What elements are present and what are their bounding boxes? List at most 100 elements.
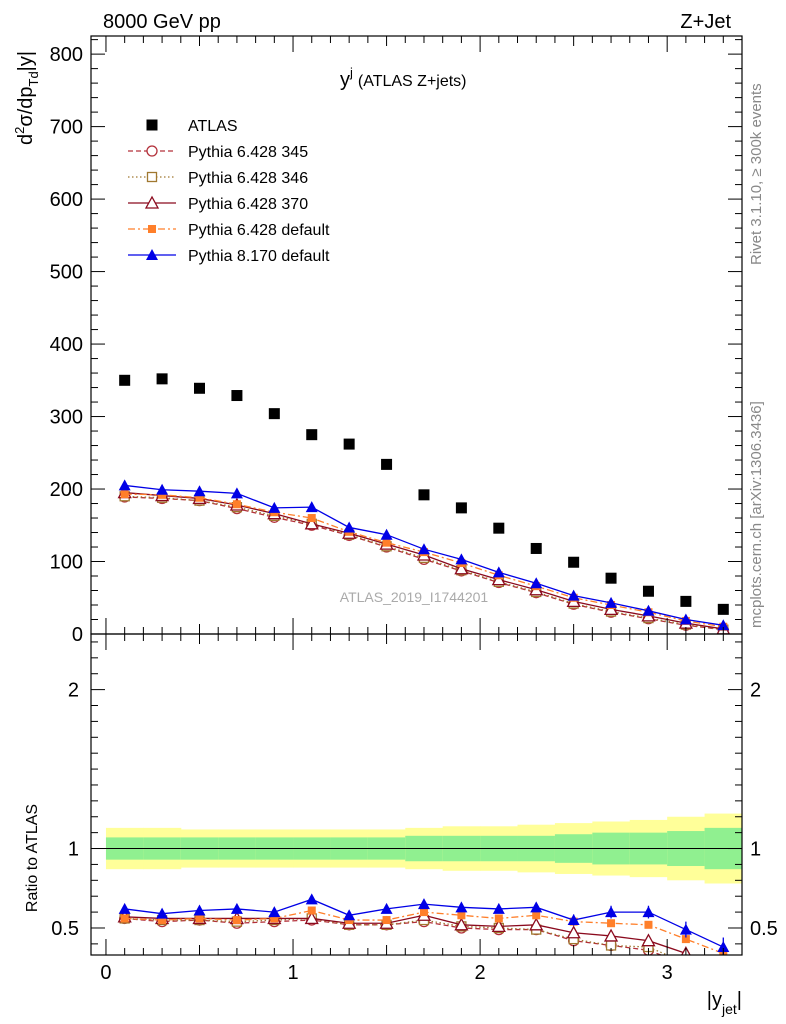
ratio-data-point [232,916,241,925]
ratio-data-point [532,911,541,920]
main-data-point [454,561,469,575]
main-data-point [717,603,729,615]
ratio-data-point [454,917,469,931]
ratio-data-point [343,909,356,921]
main-data-point [306,429,318,441]
main-ytick-label: 0 [72,624,83,646]
main-data-point [118,479,131,491]
main-data-point [156,373,168,385]
main-series-2 [119,491,729,634]
main-ytick-label: 700 [50,117,83,139]
ratio-data-point [305,893,318,905]
main-data-point [380,528,393,540]
mcplots-label: mcplots.cern.ch [arXiv:1306.3436] [748,401,765,628]
main-data-point [382,538,391,547]
main-data-point [717,619,730,631]
ratio-data-point [494,914,503,923]
ratio-data-point [158,916,167,925]
ratio-ytick-label-right: 0.5 [750,918,778,940]
legend-marker [146,119,158,131]
x-axis-label-bar: | [737,989,742,1011]
ratio-ytick-label: 0.5 [51,918,79,940]
ratio-data-point [457,911,466,920]
legend-label: Pythia 6.428 345 [188,144,308,161]
ratio-data-point [681,935,690,944]
main-data-point [642,604,655,616]
main-ylabel-sigma: σ/dp [15,86,37,126]
ratio-data-point [718,974,728,984]
main-data-point [307,514,316,523]
main-data-point [455,553,468,565]
legend-label: Pythia 6.428 370 [188,196,308,213]
main-data-point [530,577,543,589]
main-data-point [642,585,654,597]
ratio-ytick-label-right: 1 [750,839,761,861]
main-data-point [304,516,319,530]
ratio-data-point [642,906,655,918]
ratio-ytick-label: 2 [68,680,79,702]
main-data-point [605,572,617,584]
analysis-label: ATLAS_2019_I1744201 [340,589,489,605]
x-axis-label-jet: jet [721,1001,737,1017]
legend: ATLAS Pythia 6.428 345 Pythia 6.428 346 Pyt… [128,118,330,265]
legend-label: Pythia 6.428 346 [188,170,308,187]
main-data-point [455,502,467,514]
ratio-data-point [417,898,430,910]
rivet-label: Rivet 3.1.10, ≥ 300k events [748,83,765,265]
ratio-data-point [566,925,581,939]
header-left: 8000 GeV pp [103,11,221,33]
header-right: Z+Jet [680,11,731,33]
ratio-data-point [719,973,728,982]
ratio-data-point [681,960,691,970]
main-data-point [567,589,580,601]
main-ytick-label: 400 [50,334,83,356]
main-data-point [195,493,204,502]
main-series-5 [118,479,730,631]
ratio-ytick-label: 1 [68,839,79,861]
ratio-data-point [644,920,653,929]
main-data-point [568,556,580,568]
main-data-point [418,489,430,501]
main-data-point [194,382,205,394]
legend-marker [146,171,158,183]
ratio-data-point [681,958,690,967]
ratio-data-point [679,923,692,935]
main-ylabel: d2σ/dpTd|y| [12,51,41,145]
ratio-uncertainty-bands [91,813,743,884]
ratio-frame [90,633,743,956]
main-ylabel-d: d [15,134,37,145]
legend-marker [146,145,158,157]
ratio-data-point [120,914,129,923]
ratio-data-point [268,906,281,918]
ratio-series-group [117,893,730,984]
main-ytick-label: 600 [50,189,83,211]
ratio-data-point [193,904,206,916]
main-data-point [417,543,430,555]
main-data-point [156,483,169,495]
ratio-data-point [530,901,543,913]
main-data-point [679,613,692,625]
main-data-point [605,596,618,608]
main-ylabel-2: 2 [12,127,27,134]
main-series-0 [119,373,729,615]
main-data-point [230,487,243,499]
plot-title-main: y [340,69,350,91]
main-data-point [158,490,167,499]
plot-subtitle: (ATLAS Z+jets) [358,73,467,90]
ratio-data-point [492,902,505,914]
ratio-data-point [603,928,619,942]
ratio-data-point [717,966,729,977]
ratio-data-point [118,902,131,914]
ratio-data-point [605,906,618,918]
ratio-data-point [567,914,580,926]
main-data-point [231,390,243,402]
xtick-label: 0 [100,962,111,984]
main-data-point [530,542,542,554]
ratio-data-point [419,908,428,917]
ratio-ylabel: Ratio to ATLAS [24,804,41,912]
ratio-data-point [230,902,243,914]
main-data-point [268,408,280,420]
ratio-data-point [380,902,393,914]
main-data-point [119,374,131,386]
plot-title-sup: j [349,65,353,80]
